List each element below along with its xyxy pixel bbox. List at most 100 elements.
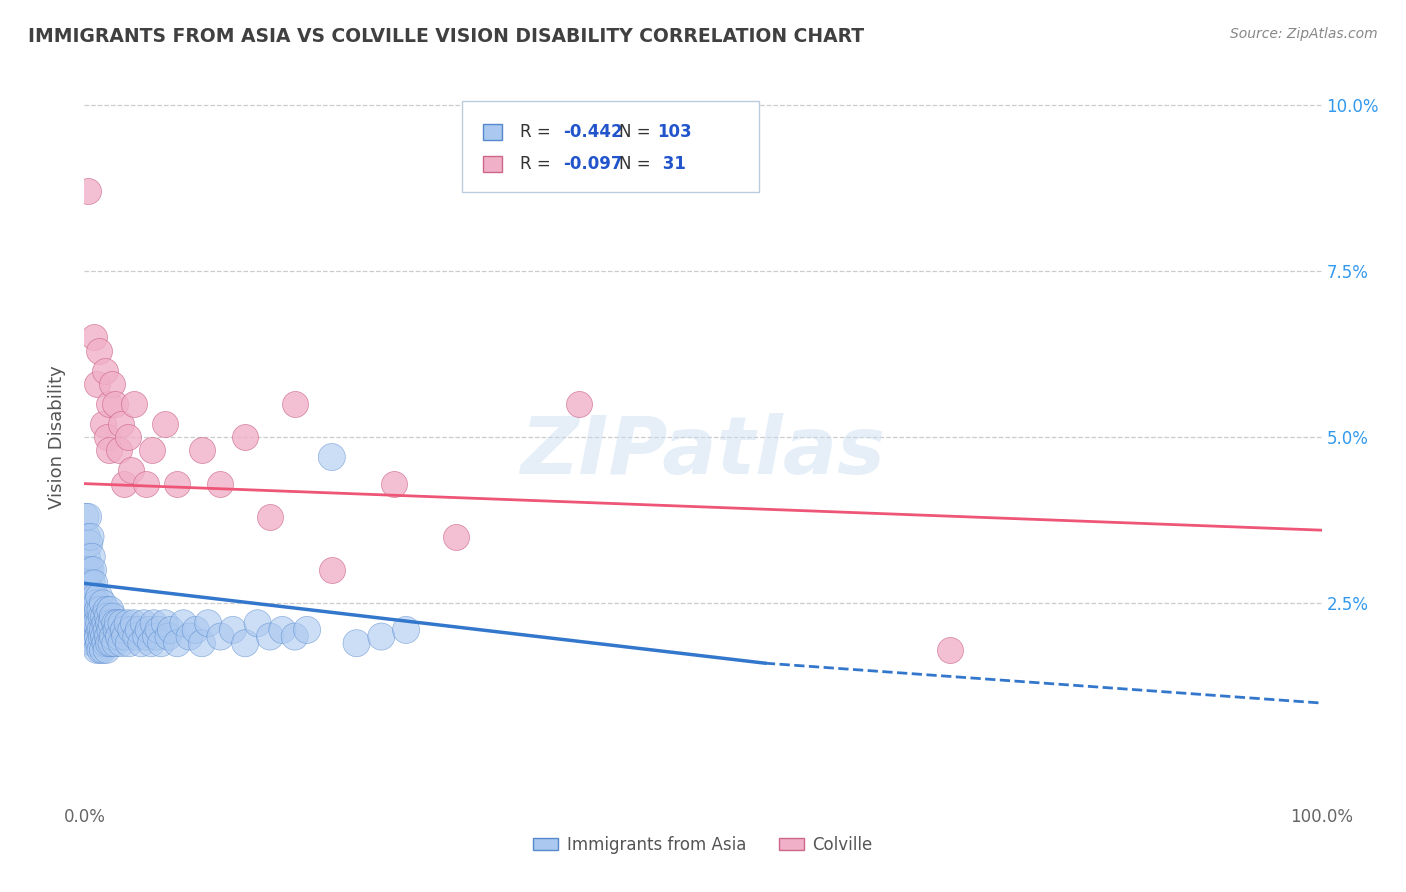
Point: [259, 630, 281, 644]
Point: [108, 630, 131, 644]
Point: [110, 417, 132, 431]
Point: [98, 397, 121, 411]
Text: ZIPatlas: ZIPatlas: [520, 413, 886, 491]
Point: [135, 476, 157, 491]
Point: [382, 476, 405, 491]
Point: [117, 430, 139, 444]
Point: [79, 616, 101, 631]
Point: [259, 509, 281, 524]
Point: [80, 549, 103, 564]
Point: [120, 623, 142, 637]
Point: [939, 643, 962, 657]
Point: [98, 603, 121, 617]
Point: [86, 643, 108, 657]
Point: [84, 590, 107, 604]
Point: [90, 609, 112, 624]
Point: [101, 609, 124, 624]
Point: [80, 630, 103, 644]
Point: [129, 636, 152, 650]
Point: [110, 636, 132, 650]
Point: [114, 630, 136, 644]
Point: [94, 616, 117, 631]
Point: [79, 536, 101, 550]
Point: [112, 623, 135, 637]
Point: [98, 616, 121, 631]
Point: [86, 376, 108, 391]
Text: -0.442: -0.442: [564, 123, 623, 141]
Point: [83, 603, 105, 617]
Point: [94, 636, 117, 650]
Point: [209, 630, 232, 644]
Point: [209, 476, 232, 491]
Point: [91, 596, 114, 610]
Point: [370, 630, 392, 644]
Point: [444, 530, 467, 544]
Point: [295, 623, 318, 637]
Point: [233, 636, 256, 650]
Point: [157, 630, 180, 644]
Point: [222, 623, 245, 637]
Point: [108, 443, 131, 458]
Point: [90, 630, 112, 644]
Point: [184, 623, 207, 637]
Point: [89, 603, 111, 617]
Point: [321, 563, 343, 577]
Text: IMMIGRANTS FROM ASIA VS COLVILLE VISION DISABILITY CORRELATION CHART: IMMIGRANTS FROM ASIA VS COLVILLE VISION …: [28, 27, 865, 45]
Point: [94, 363, 117, 377]
Point: [100, 616, 122, 631]
Point: [150, 636, 173, 650]
Point: [98, 443, 121, 458]
Point: [110, 616, 132, 631]
Text: N =: N =: [619, 123, 651, 141]
Point: [83, 576, 105, 591]
Point: [271, 623, 294, 637]
Point: [197, 616, 219, 631]
Point: [128, 623, 150, 637]
FancyBboxPatch shape: [461, 101, 759, 192]
Point: [77, 563, 100, 577]
Point: [104, 397, 127, 411]
Point: [82, 563, 104, 577]
Point: [96, 603, 118, 617]
Point: [112, 476, 135, 491]
Point: [132, 616, 155, 631]
Point: [97, 609, 120, 624]
Point: [82, 636, 104, 650]
Point: [80, 576, 103, 591]
Text: Source: ZipAtlas.com: Source: ZipAtlas.com: [1230, 27, 1378, 41]
Point: [79, 596, 101, 610]
Bar: [482, 156, 502, 172]
Point: [145, 630, 167, 644]
Point: [122, 397, 145, 411]
Point: [83, 330, 105, 344]
Point: [122, 616, 145, 631]
Text: R =: R =: [520, 123, 555, 141]
Point: [120, 463, 142, 477]
Point: [142, 616, 165, 631]
Point: [84, 616, 107, 631]
Point: [89, 643, 111, 657]
Point: [179, 630, 201, 644]
Point: [91, 417, 114, 431]
Point: [96, 643, 118, 657]
Point: [138, 623, 160, 637]
Point: [79, 616, 101, 631]
Point: [77, 509, 100, 524]
Text: 31: 31: [657, 155, 686, 173]
Point: [321, 450, 343, 464]
Point: [89, 590, 111, 604]
Point: [141, 443, 163, 458]
Point: [84, 636, 107, 650]
Legend: Immigrants from Asia, Colville: Immigrants from Asia, Colville: [526, 829, 880, 860]
Point: [100, 376, 122, 391]
Point: [98, 636, 121, 650]
Point: [82, 590, 104, 604]
Text: 103: 103: [657, 123, 692, 141]
Point: [191, 636, 214, 650]
Point: [96, 623, 118, 637]
Point: [86, 596, 108, 610]
Point: [568, 397, 591, 411]
Point: [284, 397, 307, 411]
Point: [89, 343, 111, 358]
Y-axis label: Vision Disability: Vision Disability: [48, 365, 66, 509]
